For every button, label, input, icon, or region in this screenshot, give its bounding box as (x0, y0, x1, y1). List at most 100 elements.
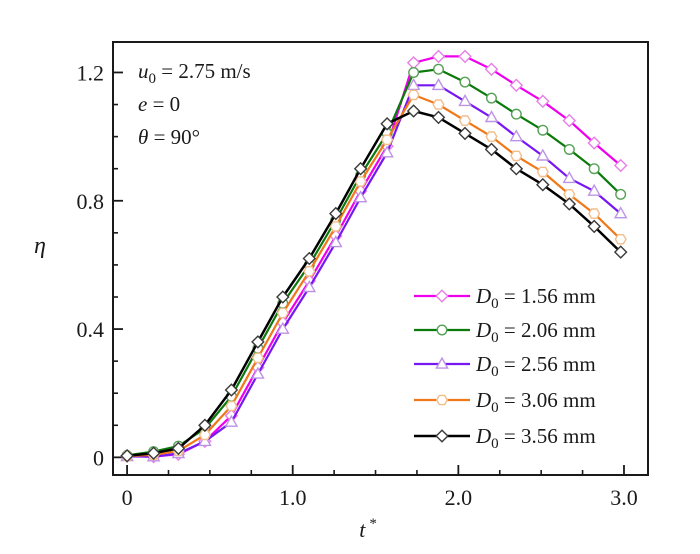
circle-marker (408, 66, 420, 78)
x-tick-label: 0 (122, 485, 133, 510)
hexagon-marker (407, 89, 420, 101)
legend-item-2: D0 = 2.06 mm (414, 318, 596, 346)
triangle-marker (435, 356, 449, 369)
y-axis-label: η (34, 233, 46, 259)
legend: D0 = 1.56 mm D0 = 2.06 mm D0 = 2.56 mm D0 =… (414, 284, 596, 452)
diamond-marker (329, 206, 343, 221)
triangle-marker (302, 280, 317, 293)
triangle-marker (458, 93, 472, 107)
diamond-marker (431, 110, 446, 125)
diamond-marker (435, 289, 449, 303)
diamond-marker (435, 429, 449, 443)
diamond-marker (458, 49, 472, 64)
triangle-marker (380, 145, 394, 158)
diamond-marker (509, 161, 524, 176)
triangle-marker (509, 129, 524, 142)
annotation-3: θ = 90° (138, 125, 200, 149)
hexagon-marker (354, 176, 367, 187)
hexagon-marker (251, 352, 265, 364)
hexagon-marker (329, 221, 342, 232)
diamond-marker (613, 158, 628, 173)
diamond-marker (613, 245, 628, 259)
y-tick-label: 0.8 (77, 189, 105, 214)
hexagon-marker (614, 233, 627, 245)
circle-marker (459, 76, 471, 88)
diamond-marker (587, 136, 601, 150)
data-series (120, 49, 628, 464)
triangle-marker (251, 366, 265, 379)
diamond-marker (509, 78, 524, 93)
diamond-marker (302, 251, 317, 266)
x-tick-label: 1.0 (279, 485, 307, 510)
triangle-marker (224, 414, 239, 427)
legend-item-3: D0 = 2.56 mm (414, 352, 596, 380)
legend-label: D0 = 2.06 mm (475, 318, 596, 346)
diamond-marker (562, 197, 577, 211)
diamond-marker (353, 161, 368, 176)
circle-marker (485, 92, 497, 104)
diamond-marker (536, 94, 550, 109)
diamond-marker (484, 142, 499, 157)
diamond-marker (146, 446, 161, 460)
diamond-marker (431, 49, 446, 64)
hexagon-marker (536, 166, 549, 178)
hexagon-marker (563, 189, 576, 200)
diamond-marker (171, 441, 186, 456)
triangle-marker (406, 77, 421, 91)
x-tick-label: 2.0 (445, 485, 473, 510)
diamond-marker (562, 113, 577, 128)
legend-label: D0 = 3.06 mm (475, 388, 596, 416)
circle-marker (563, 143, 575, 155)
hexagon-marker (435, 394, 449, 406)
hexagon-marker (432, 99, 445, 110)
series-line (125, 109, 622, 458)
diamond-marker (587, 219, 601, 234)
circle-marker (436, 324, 448, 336)
circle-marker (537, 124, 549, 136)
triangle-marker (587, 183, 601, 196)
y-tick-label: 0.4 (77, 317, 105, 342)
legend-label: D0 = 2.56 mm (475, 352, 596, 380)
triangle-marker (329, 235, 343, 248)
triangle-marker (276, 321, 290, 334)
hexagon-marker (458, 115, 472, 126)
hexagon-marker (380, 134, 394, 146)
hexagon-marker (588, 208, 601, 219)
circle-marker (615, 188, 627, 200)
axis-ticks (113, 71, 625, 475)
legend-item-4: D0 = 3.06 mm (414, 388, 596, 416)
circle-marker (432, 63, 444, 75)
diamond-marker (458, 126, 472, 141)
hexagon-marker (303, 266, 316, 277)
triangle-marker (613, 206, 628, 219)
triangle-marker (198, 433, 212, 447)
hexagon-marker (225, 400, 238, 412)
diamond-marker (484, 62, 499, 77)
hexagon-marker (510, 150, 523, 162)
y-tick-label: 1.2 (77, 60, 105, 85)
legend-item-1: D0 = 1.56 mm (414, 284, 596, 312)
hexagon-marker (198, 429, 212, 441)
diamond-marker (406, 56, 421, 70)
parameter-annotations: u0 = 2.75 m/s e = 0 θ = 90° (138, 59, 251, 149)
diamond-marker (536, 177, 550, 192)
series-line (125, 84, 622, 458)
y-tick-label: 0 (93, 445, 104, 470)
series-d0-2.56-mm (120, 77, 628, 462)
series-d0-3.56-mm (120, 104, 628, 463)
hexagon-marker (276, 307, 289, 319)
legend-label: D0 = 1.56 mm (475, 284, 596, 312)
annotation-2: e = 0 (138, 92, 180, 116)
diamond-marker (406, 104, 421, 118)
legend-item-5: D0 = 3.56 mm (414, 424, 596, 452)
diamond-marker (224, 383, 239, 397)
circle-marker (588, 163, 600, 175)
legend-label: D0 = 3.56 mm (475, 424, 596, 452)
triangle-marker (562, 170, 577, 184)
diamond-marker (380, 117, 394, 131)
axis-tick-labels: 0 1.0 2.0 3.0 0 0.4 0.8 1.2 (77, 60, 638, 510)
triangle-marker (431, 77, 446, 91)
x-axis-label: t * (359, 516, 377, 542)
